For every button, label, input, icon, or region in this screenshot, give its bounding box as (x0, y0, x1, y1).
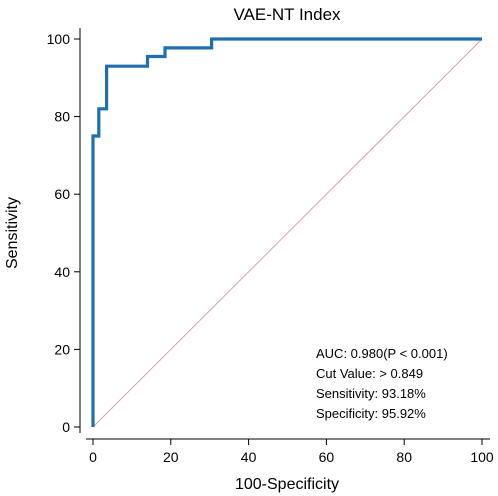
annotation-text: Specificity: 95.92% (316, 406, 426, 421)
x-tick-label: 0 (89, 449, 97, 465)
y-axis-label: Sensitivity (4, 197, 21, 269)
x-tick-label: 60 (319, 449, 335, 465)
reference-diagonal-line (92, 38, 483, 428)
annotation-text: Cut Value: > 0.849 (316, 366, 423, 381)
y-tick-label: 20 (54, 341, 70, 357)
x-tick-label: 40 (241, 449, 257, 465)
y-ticks: 0 20 40 60 80 100 (47, 31, 80, 435)
x-axis-label: 100-Specificity (235, 476, 339, 493)
x-tick-label: 80 (396, 449, 412, 465)
x-ticks: 0 20 40 60 80 100 (89, 439, 494, 465)
roc-curve-line (91, 37, 482, 427)
plot-area (91, 37, 483, 428)
chart-title: VAE-NT Index (233, 5, 341, 24)
y-tick-label: 80 (54, 109, 70, 125)
annotation-text: Sensitivity: 93.18% (316, 386, 426, 401)
y-tick-label: 40 (54, 264, 70, 280)
annotation-text: AUC: 0.980(P < 0.001) (316, 346, 448, 361)
y-tick-label: 60 (54, 186, 70, 202)
x-tick-label: 100 (470, 449, 494, 465)
y-tick-label: 100 (47, 31, 71, 47)
y-tick-label: 0 (62, 419, 70, 435)
stats-annotations: AUC: 0.980(P < 0.001) Cut Value: > 0.849 S… (316, 346, 448, 421)
x-tick-label: 20 (163, 449, 179, 465)
